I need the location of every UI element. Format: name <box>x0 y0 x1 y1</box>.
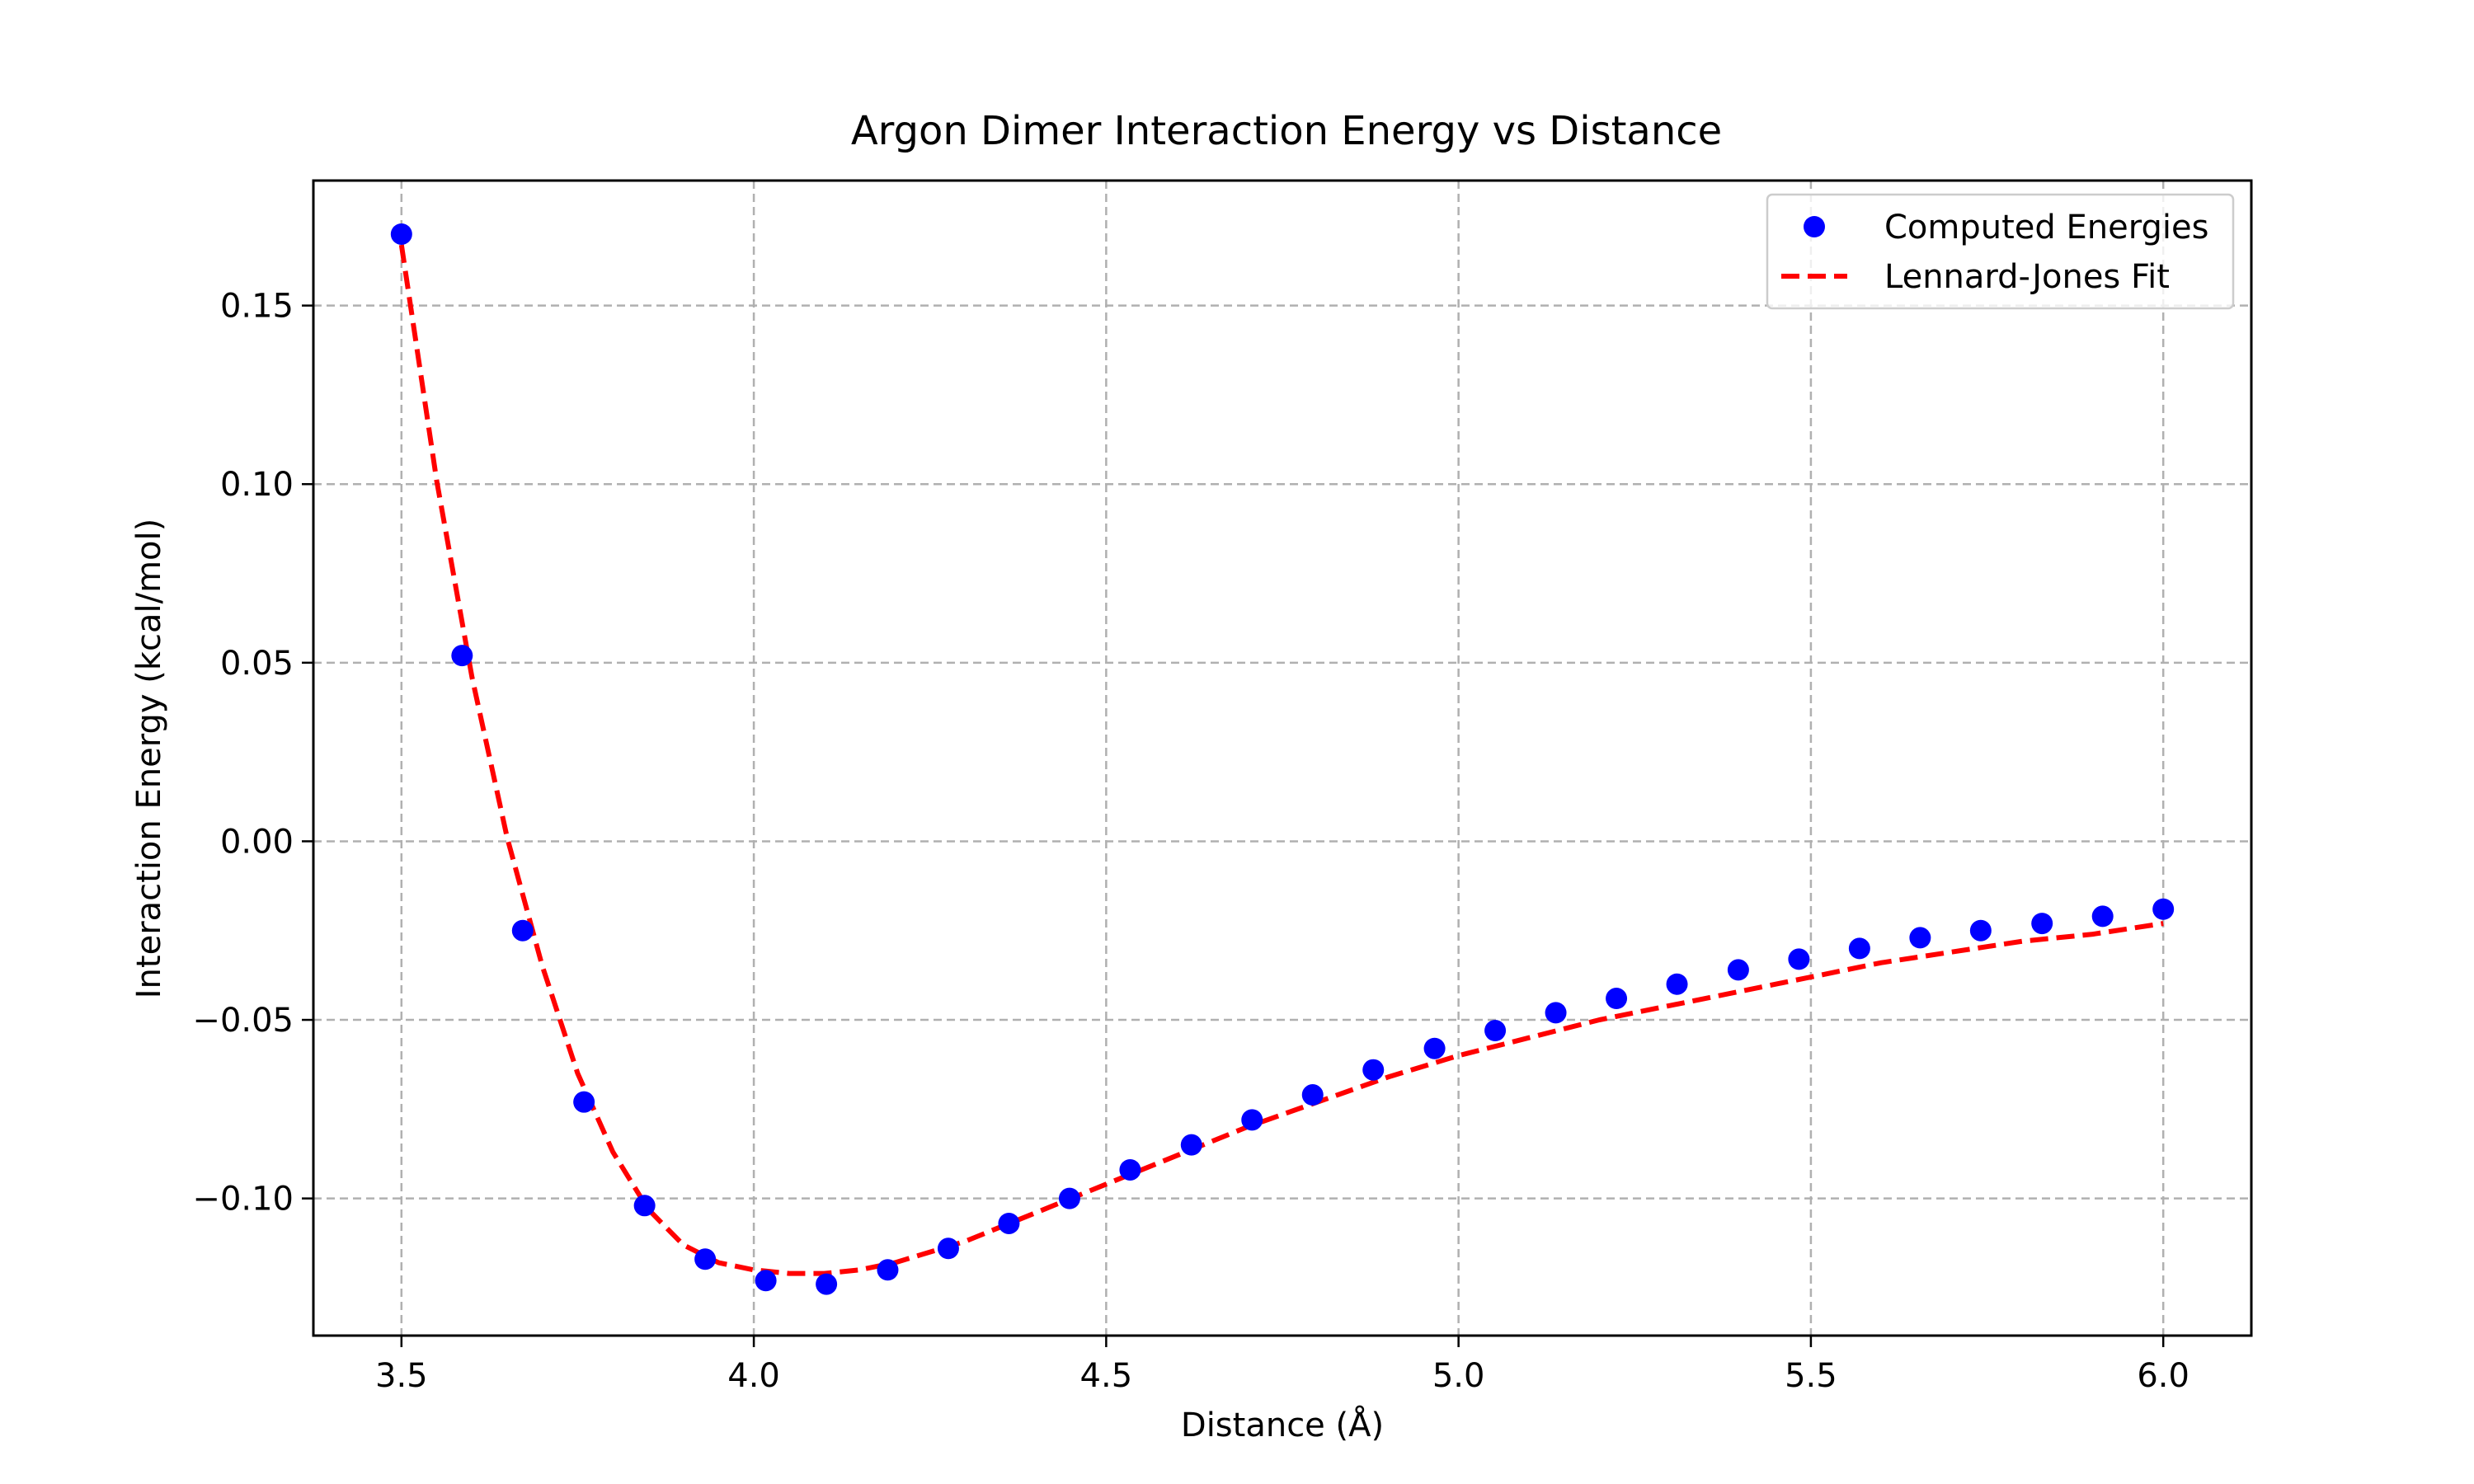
computed-energy-point <box>1484 1020 1507 1042</box>
computed-energy-point <box>755 1270 777 1292</box>
computed-energy-point <box>573 1091 595 1113</box>
legend-box <box>1766 193 2235 310</box>
legend-items: Computed Energies Lennard-Jones Fit <box>1781 209 2208 296</box>
computed-energy-point <box>937 1237 959 1260</box>
computed-energy-point <box>1180 1134 1202 1156</box>
computed-energy-point <box>998 1212 1020 1234</box>
y-tick-label: −0.05 <box>192 1002 294 1040</box>
x-tick-label: 6.0 <box>2137 1357 2189 1395</box>
computed-energy-point <box>1848 937 1870 960</box>
computed-energy-point <box>1909 927 1931 949</box>
computed-energy-point <box>1545 1002 1567 1024</box>
computed-energy-point <box>1727 959 1749 981</box>
chart-title: Argon Dimer Interaction Energy vs Distan… <box>851 108 1722 154</box>
y-tick-label: 0.00 <box>220 823 294 861</box>
series-points <box>390 223 2175 1295</box>
computed-energy-point <box>390 223 412 245</box>
computed-energy-point <box>694 1248 717 1270</box>
computed-energy-point <box>2031 913 2053 935</box>
x-tick-label: 5.0 <box>1432 1357 1485 1395</box>
computed-energy-point <box>1058 1187 1080 1209</box>
computed-energy-point <box>1362 1059 1385 1081</box>
computed-energy-point <box>1423 1037 1446 1059</box>
x-axis-label: Distance (Å) <box>1181 1405 1384 1444</box>
grid-lines <box>313 181 2251 1336</box>
computed-energy-point <box>1788 948 1810 970</box>
computed-energy-point <box>1666 973 1688 995</box>
plot-area-frame <box>312 179 2253 1337</box>
computed-energy-point <box>1969 919 1992 942</box>
y-tick-label: 0.05 <box>220 645 294 683</box>
x-tick-label: 4.5 <box>1080 1357 1133 1395</box>
computed-energy-point <box>1606 988 1628 1010</box>
legend-label: Lennard-Jones Fit <box>1884 258 2170 296</box>
computed-energy-point <box>816 1273 838 1295</box>
computed-energy-point <box>451 645 473 667</box>
computed-energy-point <box>1119 1158 1141 1181</box>
axis-ticks: 3.5 4.0 4.5 5.0 5.5 6.0 0.15 0.10 0.05 0.00 −0.05 −… <box>192 288 2189 1395</box>
legend: Computed Energies Lennard-Jones Fit <box>1766 193 2235 310</box>
computed-energy-point <box>2091 905 2114 928</box>
lennard-jones-fit-line <box>398 244 2164 1276</box>
y-tick-label: −0.10 <box>192 1181 294 1219</box>
legend-label: Computed Energies <box>1884 209 2208 247</box>
legend-point-marker <box>1804 216 1825 237</box>
computed-energy-point <box>511 919 534 942</box>
computed-energy-point <box>633 1195 656 1217</box>
x-tick-label: 4.0 <box>727 1357 780 1395</box>
x-tick-label: 3.5 <box>375 1357 428 1395</box>
computed-energy-point <box>1301 1084 1324 1106</box>
computed-energy-point <box>1241 1109 1263 1131</box>
computed-energy-point <box>877 1259 899 1281</box>
y-tick-label: 0.15 <box>220 288 294 326</box>
y-tick-label: 0.10 <box>220 466 294 504</box>
y-axis-label: Interaction Energy (kcal/mol) <box>130 519 168 999</box>
computed-energy-point <box>2152 898 2175 920</box>
x-tick-label: 5.5 <box>1785 1357 1837 1395</box>
series-lines <box>398 244 2164 1276</box>
